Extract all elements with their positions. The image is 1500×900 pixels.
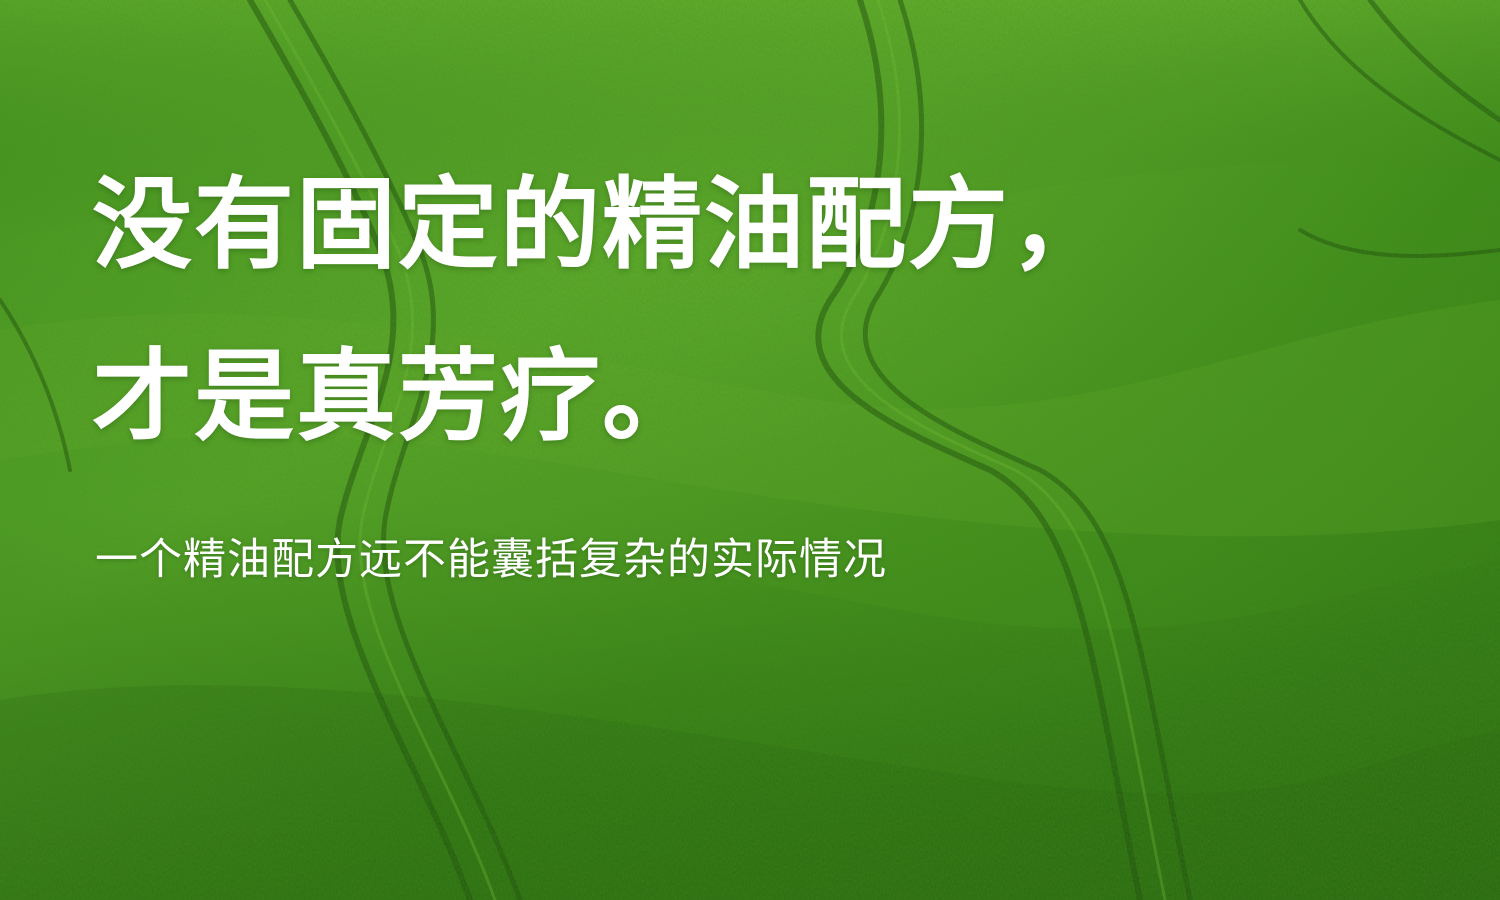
subtitle: 一个精油配方远不能囊括复杂的实际情况 [95, 535, 887, 585]
headline-line-2: 才是真芳疗。 [92, 338, 704, 455]
headline: 没有固定的精油配方， 才是真芳疗。 [92, 165, 1112, 467]
headline-line-1: 没有固定的精油配方， [92, 166, 1112, 283]
